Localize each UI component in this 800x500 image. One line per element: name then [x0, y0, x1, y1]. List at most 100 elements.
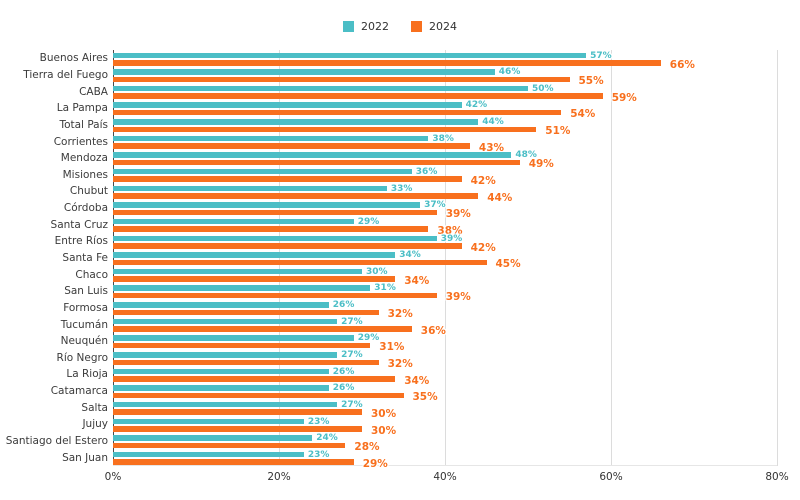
value-label-2024: 36% [420, 324, 446, 337]
category-label: Total País [59, 118, 108, 131]
value-label-2022: 37% [424, 200, 446, 211]
value-label-2022: 27% [341, 399, 363, 410]
x-tick-label: 0% [104, 471, 122, 483]
value-label-2022: 39% [440, 233, 463, 244]
legend-item-2024: 2024 [411, 20, 457, 33]
legend-label-2022: 2022 [361, 20, 389, 33]
value-label-2024: 39% [445, 291, 471, 304]
bar-2024 [113, 126, 537, 133]
value-label-2022: 27% [341, 350, 363, 361]
value-label-2024: 31% [379, 341, 405, 354]
bar-2022 [113, 52, 587, 58]
category-label: Catamarca [50, 385, 108, 398]
category-label: Salta [81, 401, 108, 414]
category-label: Chubut [69, 185, 108, 198]
chart-row: 30% 34% [113, 266, 777, 287]
bar-2024 [113, 342, 371, 349]
bar-2022 [113, 352, 338, 358]
bar-2022 [113, 435, 313, 441]
chart-row: 27% 36% [113, 316, 777, 337]
bar-2022 [113, 318, 338, 325]
plot-area: 57% 66% 46% 55% 50% 59% 42% 54% 44% 51% 38% 43% 48% 4… [112, 50, 778, 470]
x-axis-baseline [113, 465, 777, 466]
value-label-2024: 44% [487, 191, 513, 204]
value-label-2022: 46% [498, 67, 521, 78]
value-label-2024: 54% [570, 108, 596, 121]
value-label-2022: 26% [332, 300, 355, 311]
value-label-2024: 35% [412, 391, 438, 404]
bar-2024 [113, 276, 396, 282]
category-label: Formosa [63, 301, 108, 314]
chart-row: 48% 49% [113, 150, 777, 171]
bar-2024 [113, 176, 462, 182]
bar-2022 [113, 185, 387, 192]
bar-2022 [113, 285, 371, 291]
x-axis: 0% 20% 40% 60% 80% [105, 471, 789, 487]
x-tick-label: 80% [765, 471, 789, 483]
chart-row: 31% 39% [113, 283, 777, 304]
bar-2022 [113, 119, 479, 125]
bar-2024 [113, 243, 462, 249]
value-label-2024: 66% [669, 58, 695, 71]
value-label-2022: 48% [515, 150, 537, 161]
category-label: Corrientes [53, 135, 108, 148]
bar-2022 [113, 135, 429, 142]
value-label-2024: 32% [387, 308, 413, 321]
bar-2024 [113, 459, 354, 465]
chart-row: 24% 28% [113, 433, 777, 453]
bar-2022 [113, 268, 362, 275]
value-label-2024: 38% [437, 224, 463, 237]
bar-2022 [113, 152, 512, 158]
bar-2024 [113, 109, 562, 116]
bar-2024 [113, 226, 429, 232]
value-label-2024: 30% [371, 407, 397, 420]
bar-2022 [113, 69, 495, 75]
bar-2024 [113, 359, 379, 366]
bar-2024 [113, 159, 520, 166]
bar-2024 [113, 193, 479, 199]
category-label: Mendoza [60, 152, 108, 165]
value-label-2022: 38% [432, 133, 454, 144]
bar-2022 [113, 335, 354, 341]
bar-2022 [113, 235, 437, 242]
value-label-2024: 51% [545, 125, 571, 138]
value-label-2024: 45% [495, 258, 521, 271]
value-label-2024: 55% [578, 75, 604, 88]
x-tick-label: 40% [433, 471, 457, 483]
bar-2022 [113, 102, 462, 108]
value-label-2024: 59% [611, 91, 637, 104]
value-label-2024: 30% [371, 424, 397, 437]
category-label: San Juan [62, 451, 108, 464]
bar-2022 [113, 385, 329, 391]
bar-2022 [113, 418, 304, 425]
value-label-2024: 49% [528, 158, 554, 171]
category-label: Misiones [62, 168, 108, 181]
value-label-2024: 34% [404, 374, 430, 387]
legend-swatch-2022-icon [343, 21, 354, 32]
bar-2022 [113, 218, 354, 225]
chart-row: 29% 31% [113, 333, 777, 354]
chart-row: 46% 55% [113, 67, 777, 88]
chart-row: 29% 38% [113, 216, 777, 237]
bar-2024 [113, 326, 412, 332]
chart-row: 39% 42% [113, 233, 777, 254]
chart-row: 27% 30% [113, 399, 777, 420]
bar-2022 [113, 368, 329, 375]
value-label-2022: 34% [399, 250, 421, 261]
chart-legend: 2022 2024 [0, 20, 800, 33]
chart-row: 42% 54% [113, 100, 777, 121]
chart-row: 26% 34% [113, 366, 777, 387]
chart-row: 38% 43% [113, 133, 777, 154]
value-label-2022: 50% [532, 83, 554, 94]
bar-2024 [113, 209, 437, 216]
bar-2022 [113, 252, 396, 258]
value-label-2022: 30% [366, 266, 388, 277]
value-label-2024: 39% [445, 208, 471, 221]
gridline [444, 50, 446, 466]
value-label-2022: 31% [374, 283, 396, 294]
bar-2024 [113, 292, 437, 299]
value-label-2022: 26% [332, 383, 355, 394]
category-label: Santa Fe [62, 251, 108, 264]
value-label-2024: 42% [470, 241, 496, 254]
